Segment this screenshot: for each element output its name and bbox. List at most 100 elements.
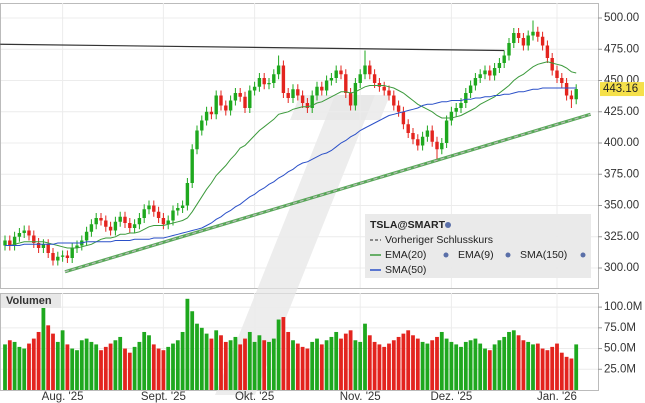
volume-bar: [51, 333, 55, 390]
volume-title-bg: [1, 294, 61, 308]
volume-bar: [531, 344, 535, 390]
volume-bar: [271, 338, 276, 390]
volume-bar: [564, 356, 569, 390]
volume-bar: [372, 341, 377, 390]
candle-body: [22, 230, 26, 233]
price-tag: [600, 82, 644, 97]
volume-bar: [113, 340, 118, 390]
candle-body: [147, 205, 151, 210]
y-tick-label: 25.0M: [604, 363, 636, 375]
candle-body: [372, 74, 377, 83]
candle-body: [204, 111, 209, 121]
volume-bar: [353, 340, 358, 390]
volume-bar: [521, 340, 526, 390]
legend-icon[interactable]: [505, 252, 511, 258]
volume-bar: [439, 331, 444, 390]
candle-body: [195, 130, 199, 150]
volume-bar: [214, 330, 219, 390]
volume-bar: [27, 343, 31, 390]
candle-body: [104, 220, 108, 227]
volume-bar: [545, 350, 550, 390]
x-tick-label: Dez. '25: [430, 391, 472, 403]
legend-icon[interactable]: [445, 222, 451, 228]
price-tag-label: 443.16: [603, 83, 638, 95]
candle-body: [564, 83, 569, 96]
candle-body: [310, 95, 314, 108]
legend-title: TSLA@SMART: [370, 219, 446, 231]
candle-body: [84, 231, 89, 241]
volume-bar: [233, 336, 238, 390]
legend-box: [365, 214, 591, 278]
volume-bar: [540, 348, 545, 390]
candle-body: [531, 31, 535, 36]
candle-body: [89, 224, 94, 232]
volume-bar: [195, 323, 199, 390]
candle-body: [444, 120, 449, 143]
y-tick-label: 50.0M: [604, 343, 636, 355]
candle-body: [478, 74, 482, 78]
candle-body: [190, 149, 194, 183]
legend-icon[interactable]: [443, 252, 449, 258]
y-tick-label: 375.00: [604, 168, 639, 180]
candle-body: [324, 80, 329, 91]
legend-icon[interactable]: [580, 252, 586, 258]
candle-body: [161, 218, 166, 225]
candle-body: [473, 78, 478, 86]
candle-body: [118, 216, 122, 222]
volume-bar: [300, 346, 305, 390]
candle-body: [550, 58, 554, 71]
candle-body: [171, 210, 175, 221]
y-tick-label: 100.0M: [604, 301, 642, 313]
volume-bar: [228, 340, 233, 390]
volume-bar: [377, 344, 382, 390]
candle-body: [243, 96, 247, 108]
candle-body: [574, 89, 578, 100]
volume-bar: [137, 341, 142, 390]
volume-bar: [247, 331, 252, 390]
candle-body: [8, 240, 12, 246]
candle-body: [512, 33, 516, 43]
candle-body: [382, 86, 386, 91]
y-tick-label: 350.00: [604, 200, 639, 212]
candle-body: [166, 220, 170, 225]
candle-body: [36, 243, 41, 248]
volume-bar: [161, 350, 166, 390]
volume-bar: [79, 340, 84, 390]
volume-bar: [156, 348, 161, 390]
volume-bar: [315, 338, 319, 390]
candle-body: [540, 36, 545, 46]
volume-bar: [382, 346, 387, 390]
candle-body: [536, 31, 540, 37]
candle-body: [401, 111, 406, 125]
candle-body: [483, 70, 487, 75]
trendline: [0, 43, 505, 52]
candle-body: [12, 236, 17, 246]
candle-body: [291, 89, 295, 98]
volume-bar: [463, 341, 468, 390]
volume-bar: [60, 330, 65, 390]
candle-body: [368, 65, 372, 75]
volume-bar: [94, 344, 99, 390]
candle-body: [555, 70, 559, 78]
volume-bar: [281, 317, 286, 390]
volume-bar: [310, 341, 315, 390]
candle-body: [363, 65, 367, 75]
volume-bar: [492, 344, 497, 390]
volume-title: Volumen: [6, 295, 52, 307]
candle-body: [65, 255, 70, 258]
volume-bar: [262, 340, 267, 390]
candle-body: [94, 218, 98, 225]
volume-bar: [483, 348, 487, 390]
candle-body: [132, 224, 137, 228]
volume-bar: [175, 340, 180, 390]
volume-bar: [142, 331, 147, 390]
candle-body: [449, 111, 454, 121]
candle-body: [521, 38, 526, 46]
volume-bar: [65, 344, 70, 390]
volume-bar: [454, 344, 459, 390]
candle-body: [60, 255, 65, 257]
volume-bar: [411, 335, 415, 390]
volume-bar: [478, 343, 483, 390]
candle-body: [406, 124, 410, 133]
volume-bar: [276, 319, 281, 390]
